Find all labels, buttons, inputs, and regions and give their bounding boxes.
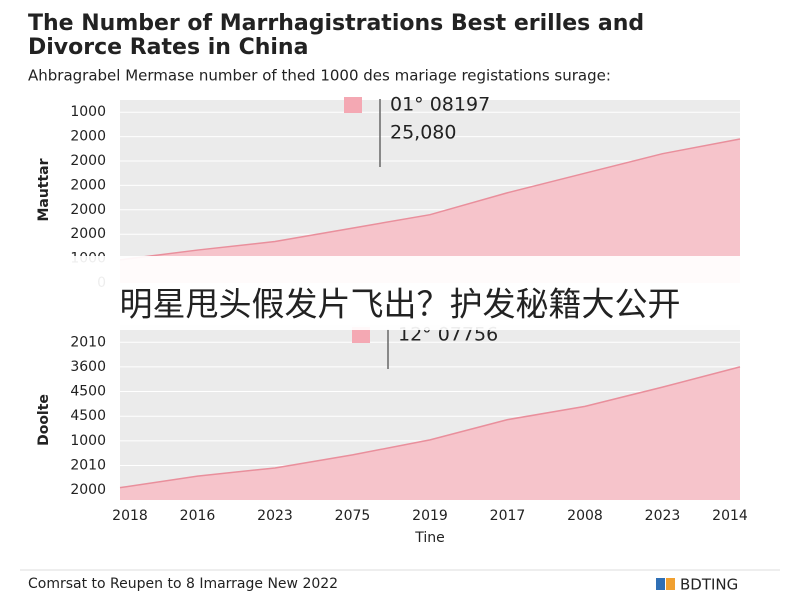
y-tick-label: 2000 xyxy=(70,482,106,498)
y-tick-label: 2000 xyxy=(70,153,106,169)
chart-title: The Number of Marrhagistrations Best eri… xyxy=(28,11,644,36)
x-axis-label: Tine xyxy=(414,530,445,546)
area xyxy=(120,139,740,283)
brand-icon xyxy=(656,578,665,590)
brand: BDTING xyxy=(680,576,738,594)
x-tick-label: 2017 xyxy=(490,508,526,524)
y-tick-label: 2010 xyxy=(70,457,106,473)
overlay-band xyxy=(0,256,800,330)
y-axis-label: Mauttar xyxy=(36,158,52,221)
y-tick-label: 2000 xyxy=(70,177,106,193)
y-axis-label: Doolte xyxy=(36,394,52,446)
x-tick-label: 2023 xyxy=(257,508,293,524)
y-tick-label: 2010 xyxy=(70,334,106,350)
x-tick-label: 2014 xyxy=(712,508,748,524)
chart-subtitle: Ahbragrabel Mermase number of thed 1000 … xyxy=(28,67,611,85)
y-tick-label: 1000 xyxy=(70,433,106,449)
y-tick-label: 4500 xyxy=(70,408,106,424)
annotation-text: 01° 08197 xyxy=(390,94,490,116)
x-tick-label: 2019 xyxy=(412,508,448,524)
area-line xyxy=(119,138,741,261)
area-line xyxy=(119,366,741,489)
y-tick-label: 3600 xyxy=(70,359,106,375)
footer: Comrsat to Reupen to 8 Imarrage New 2022 xyxy=(28,576,338,592)
y-tick-label: 2000 xyxy=(70,202,106,218)
y-tick-label: 2000 xyxy=(70,226,106,242)
area xyxy=(120,366,740,500)
x-tick-label: 2016 xyxy=(180,508,216,524)
annotation-text: 25,080 xyxy=(390,122,456,144)
x-tick-label: 2008 xyxy=(567,508,603,524)
chart-title: Divorce Rates in China xyxy=(28,35,308,60)
y-tick-label: 4500 xyxy=(70,384,106,400)
annotation-swatch xyxy=(344,97,362,113)
x-tick-label: 2075 xyxy=(335,508,371,524)
brand-icon xyxy=(666,578,675,590)
x-tick-label: 2018 xyxy=(112,508,148,524)
y-tick-label: 2000 xyxy=(70,129,106,145)
annotation-swatch xyxy=(352,327,370,343)
y-tick-label: 1000 xyxy=(70,104,106,120)
x-tick-label: 2023 xyxy=(645,508,681,524)
overlay-text: 明星甩头假发片飞出？护发秘籍大公开 xyxy=(120,285,681,324)
